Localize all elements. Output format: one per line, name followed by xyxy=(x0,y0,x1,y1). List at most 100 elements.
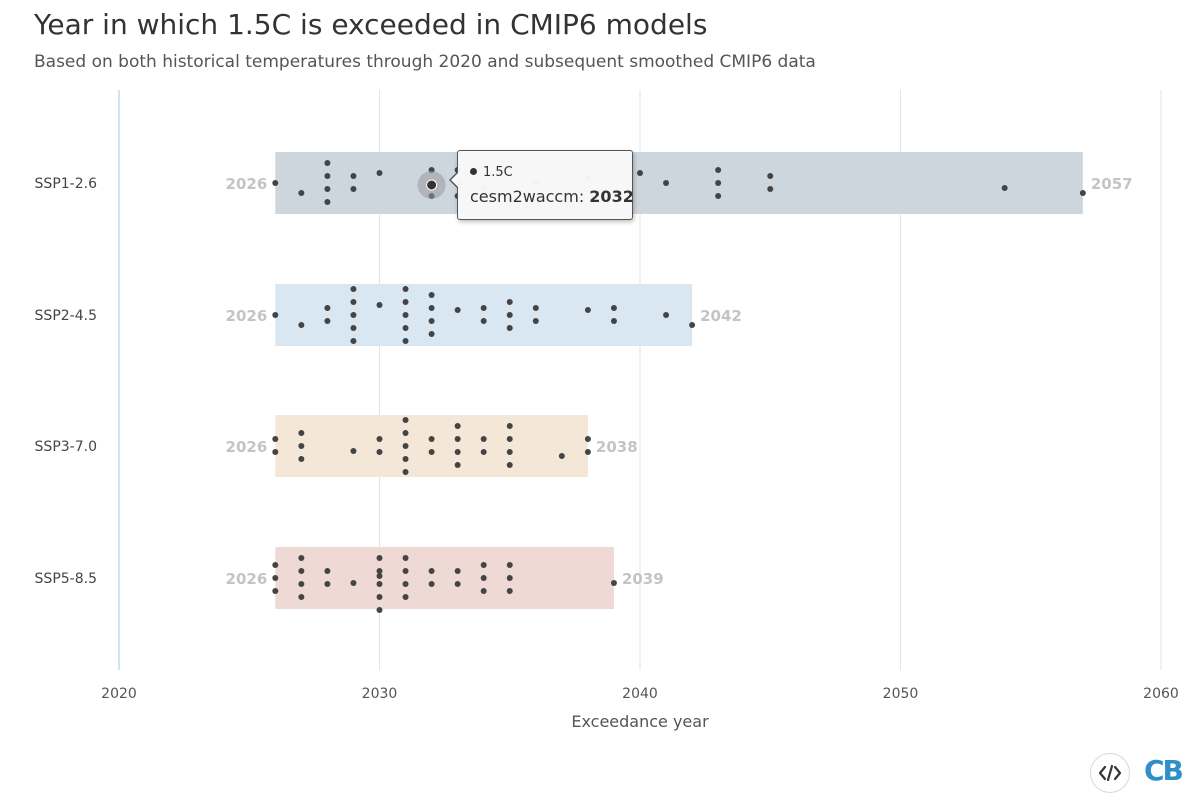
range-max-label: 2057 xyxy=(1091,175,1133,193)
data-point xyxy=(610,305,617,311)
x-tick-label: 2050 xyxy=(883,686,919,702)
data-point xyxy=(715,167,722,173)
range-band xyxy=(275,152,1083,214)
data-point xyxy=(376,436,383,442)
data-point xyxy=(584,449,591,455)
data-point xyxy=(272,575,279,581)
data-point xyxy=(402,456,409,462)
data-point xyxy=(506,436,513,442)
x-tick-label: 2060 xyxy=(1143,686,1179,702)
embed-button[interactable] xyxy=(1090,753,1130,793)
data-point xyxy=(324,568,331,574)
data-point xyxy=(272,588,279,594)
range-min-label: 2026 xyxy=(226,438,268,456)
data-point xyxy=(376,594,383,600)
data-point xyxy=(298,322,305,328)
data-point xyxy=(402,417,409,423)
data-point xyxy=(480,588,487,594)
data-point xyxy=(454,462,461,468)
data-point xyxy=(402,286,409,292)
range-band xyxy=(275,547,614,609)
data-point xyxy=(298,594,305,600)
data-point xyxy=(324,581,331,587)
data-point xyxy=(637,170,643,176)
data-point xyxy=(402,430,409,436)
range-max-label: 2038 xyxy=(596,438,638,456)
data-point xyxy=(428,331,435,337)
data-point xyxy=(610,318,617,324)
data-point xyxy=(298,430,305,436)
data-point xyxy=(767,173,774,179)
data-point xyxy=(506,588,513,594)
data-point xyxy=(454,436,461,442)
code-embed-icon xyxy=(1098,764,1122,782)
data-point xyxy=(715,193,722,199)
category-label: SSP1-2.6 xyxy=(35,176,98,192)
carbon-brief-logo[interactable]: CB xyxy=(1144,754,1184,787)
data-point xyxy=(506,575,513,581)
data-point xyxy=(454,449,461,455)
range-band xyxy=(275,284,693,346)
data-point xyxy=(298,581,305,587)
data-point xyxy=(428,436,435,442)
tooltip-series: 1.5C xyxy=(470,165,513,180)
range-band xyxy=(275,415,588,477)
data-point xyxy=(480,449,487,455)
data-point xyxy=(454,581,461,587)
data-point xyxy=(506,325,513,331)
data-point xyxy=(480,305,487,311)
data-point xyxy=(402,325,409,331)
data-point xyxy=(376,581,383,587)
tooltip-series-label: 1.5C xyxy=(483,165,513,180)
chart-subtitle: Based on both historical temperatures th… xyxy=(34,52,816,72)
data-point xyxy=(480,562,487,568)
data-point xyxy=(402,299,409,305)
data-point xyxy=(402,568,409,574)
data-point xyxy=(350,448,357,454)
data-point xyxy=(454,423,461,429)
data-point xyxy=(350,325,357,331)
data-tooltip: 1.5C cesm2waccm: 2032 xyxy=(449,150,634,220)
data-point xyxy=(663,312,670,318)
data-point xyxy=(376,449,383,455)
data-point xyxy=(350,186,357,192)
series-dot-icon xyxy=(470,168,477,175)
category-label: SSP5-8.5 xyxy=(35,571,97,587)
data-point xyxy=(610,580,617,586)
data-point xyxy=(272,436,279,442)
tooltip-year: 2032 xyxy=(589,187,634,206)
data-point xyxy=(506,562,513,568)
data-point xyxy=(584,307,591,313)
data-point xyxy=(767,186,774,192)
data-point xyxy=(350,286,357,292)
tooltip-model: cesm2waccm: xyxy=(470,187,585,206)
data-point xyxy=(532,318,539,324)
range-min-label: 2026 xyxy=(226,175,268,193)
highlighted-point xyxy=(426,179,438,191)
x-axis-title: Exceedance year xyxy=(571,712,709,731)
data-point xyxy=(298,443,305,449)
x-tick-label: 2020 xyxy=(101,686,137,702)
data-point xyxy=(428,318,435,324)
data-point xyxy=(376,568,383,574)
data-point xyxy=(298,555,305,561)
data-point xyxy=(506,449,513,455)
data-point xyxy=(506,462,513,468)
data-point xyxy=(376,170,383,176)
data-point xyxy=(428,449,435,455)
category-label: SSP3-7.0 xyxy=(35,439,97,455)
data-point xyxy=(350,580,357,586)
data-point xyxy=(454,307,461,313)
data-point xyxy=(298,456,305,462)
data-point xyxy=(376,607,383,613)
data-point xyxy=(663,180,670,186)
data-point xyxy=(272,180,279,186)
data-point xyxy=(350,173,357,179)
data-point xyxy=(506,312,513,318)
data-point xyxy=(324,186,331,192)
data-point xyxy=(376,573,383,579)
range-max-label: 2039 xyxy=(622,570,664,588)
data-point xyxy=(1079,190,1086,196)
data-point xyxy=(350,312,357,318)
chart-title: Year in which 1.5C is exceeded in CMIP6 … xyxy=(34,8,708,41)
